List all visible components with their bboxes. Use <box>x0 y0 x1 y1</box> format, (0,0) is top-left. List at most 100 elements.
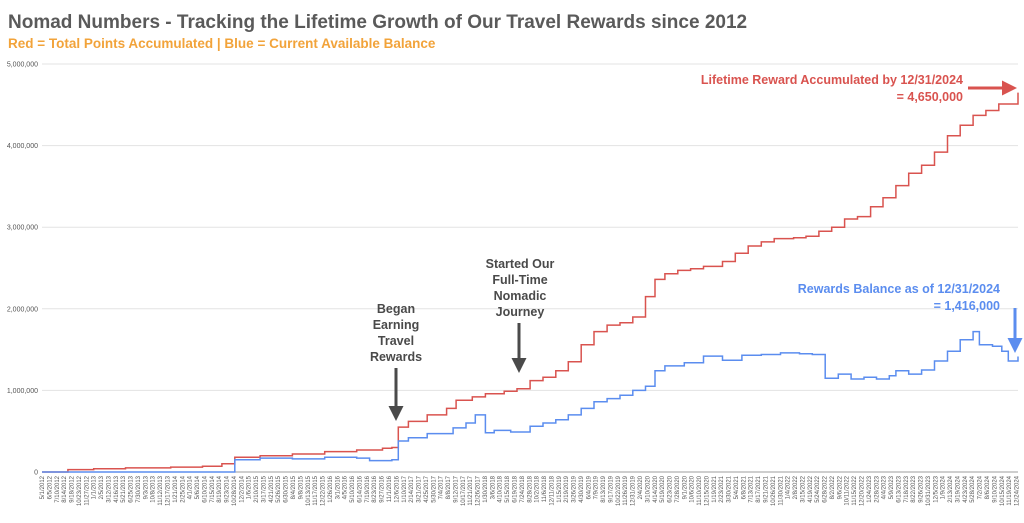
x-tick-label: 4/19/2022 <box>808 475 814 502</box>
x-tick-label: 4/10/2018 <box>498 475 504 502</box>
x-tick-label: 10/15/2024 <box>1000 475 1006 506</box>
x-tick-label: 4/4/2023 <box>882 475 888 499</box>
x-tick-label: 7/10/2012 <box>55 475 61 502</box>
x-tick-label: 3/15/2022 <box>800 475 806 502</box>
x-tick-label: 11/1/2016 <box>387 475 393 502</box>
x-tick-label: 12/5/2023 <box>933 475 939 502</box>
chart-subtitle: Red = Total Points Accumulated | Blue = … <box>8 36 436 51</box>
x-tick-label: 11/21/2017 <box>468 475 474 505</box>
x-tick-label: 9/6/2022 <box>837 475 843 499</box>
annotations: Began Earning Travel Rewards Started Our Full… <box>370 73 1023 421</box>
x-tick-label: 12/24/2024 <box>1015 475 1021 506</box>
x-tick-label: 7/28/2020 <box>675 475 681 502</box>
x-tick-label: 11/26/2019 <box>623 475 629 505</box>
x-tick-label: 9/12/2017 <box>453 475 459 502</box>
x-tick-label: 7/4/2017 <box>439 475 445 499</box>
x-tick-label: 1/1/2013 <box>92 475 98 499</box>
x-tick-label: 7/2/2024 <box>978 475 984 499</box>
x-tick-label: 2/25/2014 <box>180 475 186 502</box>
x-tick-label: 6/14/2016 <box>357 475 363 502</box>
x-tick-label: 2/13/2024 <box>948 475 954 502</box>
x-tick-label: 8/14/2012 <box>62 475 68 502</box>
x-tick-label: 8/6/2024 <box>985 475 991 499</box>
x-tick-label: 9/8/2015 <box>298 475 304 499</box>
x-tick-label: 10/28/2014 <box>232 475 238 506</box>
x-tick-label: 8/28/2018 <box>527 475 533 502</box>
x-tick-label: 10/13/2015 <box>306 475 312 506</box>
x-tick-label: 12/6/2016 <box>394 475 400 502</box>
x-tick-label: 4/30/2019 <box>579 475 585 502</box>
x-tick-label: 4/21/2015 <box>269 475 275 502</box>
x-tick-label: 1/19/2021 <box>712 475 718 502</box>
x-tick-label: 3/30/2021 <box>727 475 733 502</box>
y-tick-label: 0 <box>34 470 38 477</box>
annotation-began-earning: Began Earning Travel Rewards <box>370 302 422 364</box>
plot-lines <box>42 92 1019 473</box>
x-tick-label: 4/5/2016 <box>343 475 349 499</box>
x-tick-label: 2/28/2023 <box>874 475 880 502</box>
x-tick-label: 9/18/2012 <box>70 475 76 502</box>
x-tick-label: 1/6/2015 <box>247 475 253 499</box>
x-tick-label: 11/15/2022 <box>852 475 858 505</box>
x-tick-label: 4/16/2013 <box>114 475 120 502</box>
x-tick-label: 6/4/2019 <box>586 475 592 499</box>
x-tick-label: 5/6/2014 <box>195 475 201 499</box>
x-tick-label: 9/23/2014 <box>225 475 231 502</box>
x-tick-label: 8/23/2016 <box>372 475 378 502</box>
x-tick-label: 1/10/2017 <box>402 475 408 502</box>
x-tick-label: 6/30/2015 <box>284 475 290 502</box>
x-tick-label: 8/17/2021 <box>756 475 762 502</box>
x-tick-label: 7/30/2013 <box>136 475 142 502</box>
x-tick-label: 1/9/2024 <box>941 475 947 499</box>
x-tick-label: 10/23/2012 <box>77 475 83 506</box>
annotation-line: = 4,650,000 <box>897 90 963 104</box>
annotation-line: Travel <box>378 334 414 348</box>
x-tick-label: 6/10/2014 <box>202 475 208 502</box>
annotation-line: = 1,416,000 <box>934 299 1000 313</box>
x-tick-label: 5/15/2018 <box>505 475 511 502</box>
x-tick-label: 3/26/2019 <box>572 475 578 502</box>
annotation-line: Earning <box>373 318 420 332</box>
x-tick-label: 11/27/2012 <box>84 475 90 505</box>
x-tick-label: 5/10/2016 <box>350 475 356 502</box>
x-tick-label: 8/8/2017 <box>446 475 452 499</box>
x-tick-label: 10/2/2018 <box>535 475 541 502</box>
x-tick-label: 12/15/2020 <box>704 475 710 506</box>
y-tick-label: 5,000,000 <box>7 62 38 69</box>
x-tick-label: 1/15/2019 <box>557 475 563 502</box>
x-tick-label: 1/21/2014 <box>173 475 179 502</box>
x-tick-label: 10/6/2020 <box>690 475 696 502</box>
x-tick-label: 4/1/2014 <box>188 475 194 499</box>
x-tick-label: 2/4/2020 <box>638 475 644 499</box>
x-tick-label: 8/19/2014 <box>217 475 223 502</box>
x-axis: 5/1/2012 6/5/2012 7/10/2012 8/14/2012 9/18/2… <box>40 475 1021 506</box>
x-tick-label: 6/5/2012 <box>47 475 53 499</box>
x-tick-label: 3/21/2017 <box>417 475 423 502</box>
x-tick-label: 7/24/2018 <box>520 475 526 502</box>
x-tick-label: 12/17/2013 <box>166 475 172 506</box>
x-tick-label: 1/24/2023 <box>867 475 873 502</box>
x-tick-label: 9/3/2013 <box>143 475 149 499</box>
series-line-current-available-balance <box>42 330 1019 473</box>
annotation-line: Full-Time <box>492 273 547 287</box>
y-tick-label: 1,000,000 <box>7 388 38 395</box>
annotation-line: Nomadic <box>494 289 547 303</box>
annotation-line: Lifetime Reward Accumulated by 12/31/202… <box>701 73 963 87</box>
x-tick-label: 7/18/2023 <box>904 475 910 502</box>
x-tick-label: 6/25/2013 <box>129 475 135 502</box>
x-tick-label: 12/26/2017 <box>476 475 482 506</box>
x-tick-label: 9/21/2021 <box>764 475 770 502</box>
annotation-line: Rewards <box>370 350 422 364</box>
annotation-line: Journey <box>496 305 545 319</box>
x-tick-label: 5/9/2023 <box>889 475 895 499</box>
x-tick-label: 5/28/2024 <box>970 475 976 502</box>
x-tick-label: 2/23/2021 <box>719 475 725 502</box>
x-tick-label: 9/1/2020 <box>682 475 688 499</box>
annotation-balance: Rewards Balance as of 12/31/2024 = 1,416,… <box>798 282 1000 313</box>
x-tick-label: 1/26/2016 <box>328 475 334 502</box>
annotation-lifetime: Lifetime Reward Accumulated by 12/31/202… <box>701 73 963 104</box>
x-tick-label: 8/22/2023 <box>911 475 917 502</box>
grid <box>42 63 1018 473</box>
x-tick-label: 1/30/2018 <box>483 475 489 502</box>
